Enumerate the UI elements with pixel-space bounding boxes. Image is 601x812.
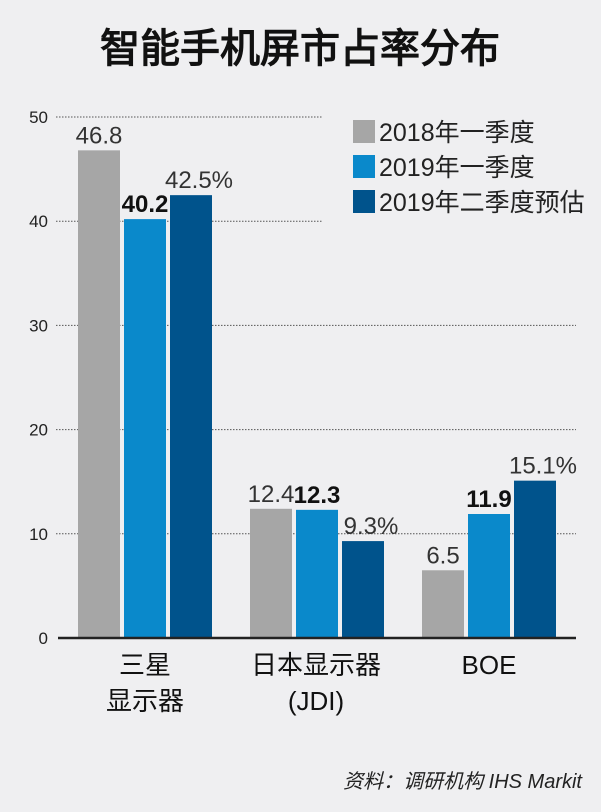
bar — [124, 219, 166, 638]
bar — [468, 514, 510, 638]
data-label: 12.4 — [248, 481, 295, 508]
data-label: 46.8 — [76, 122, 123, 149]
legend-swatch — [353, 155, 375, 178]
y-tick-label: 40 — [29, 212, 48, 231]
legend: 2018年一季度 2019年一季度 2019年二季度预估 — [353, 119, 585, 217]
data-label: 40.2 — [122, 191, 169, 218]
y-tick-label: 30 — [29, 316, 48, 335]
category-label: (JDI) — [288, 686, 344, 716]
bars — [78, 150, 556, 638]
legend-label: 2019年二季度预估 — [379, 189, 585, 217]
data-label: 9.3% — [344, 513, 399, 540]
bar — [250, 508, 292, 638]
source-note: 资料：调研机构 IHS Markit — [343, 771, 583, 793]
bar — [514, 480, 556, 638]
y-tick-label: 20 — [29, 421, 48, 440]
legend-label: 2019年一季度 — [379, 154, 535, 182]
bar — [422, 570, 464, 638]
data-label: 42.5% — [165, 167, 233, 194]
category-label: BOE — [462, 650, 517, 680]
category-label: 显示器 — [106, 686, 184, 716]
data-label: 11.9 — [466, 486, 511, 513]
data-label: 6.5 — [426, 542, 459, 569]
data-label: 12.3 — [294, 482, 341, 509]
bar — [342, 541, 384, 638]
y-axis: 0 10 20 30 40 50 — [29, 108, 576, 648]
chart-title: 智能手机屏市占率分布 — [100, 27, 500, 71]
category-label: 日本显示器 — [251, 650, 381, 680]
y-tick-label: 10 — [29, 525, 48, 544]
data-label: 15.1% — [509, 453, 577, 480]
y-tick-label: 50 — [29, 108, 48, 127]
y-tick-label: 0 — [39, 629, 48, 648]
category-label: 三星 — [119, 650, 171, 680]
legend-label: 2018年一季度 — [379, 119, 535, 147]
bar — [296, 509, 338, 638]
data-labels: 46.8 12.4 6.5 40.2 12.3 11.9 42.5% 9.3% 15.1% — [76, 122, 577, 569]
bar — [78, 150, 120, 638]
bar — [170, 195, 212, 638]
legend-swatch — [353, 120, 375, 143]
legend-swatch — [353, 190, 375, 213]
